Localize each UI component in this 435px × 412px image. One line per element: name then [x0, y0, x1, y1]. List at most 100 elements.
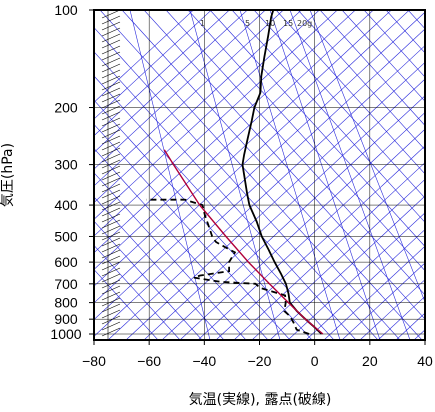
wind-barb: [101, 129, 121, 139]
wind-barb: [101, 51, 121, 61]
wind-barbs: [101, 9, 121, 340]
mixing-ratio-label: 20g: [297, 19, 312, 28]
wind-barb: [101, 87, 121, 97]
adiabat-line: [94, 10, 212, 120]
y-tick-label: 200: [54, 100, 78, 116]
adiabat-line: [197, 128, 425, 340]
adiabat-line: [94, 10, 356, 254]
adiabat-line: [305, 229, 425, 340]
moist-adiabat-line: [165, 10, 425, 296]
y-tick-label: 800: [54, 295, 78, 311]
mixing-ratio-line: [189, 10, 281, 340]
x-axis-title: 気温(実線), 露点(破線): [189, 392, 332, 408]
x-tick-label: 20: [362, 353, 378, 369]
wind-barb: [101, 81, 121, 91]
x-tick-label: −40: [192, 353, 216, 369]
adiabat-line: [161, 95, 425, 340]
wind-barb: [101, 183, 121, 193]
adiabat-line: [94, 10, 302, 203]
wind-barb: [101, 201, 121, 211]
mixing-ratio-label: 5: [245, 19, 250, 28]
wind-barb: [101, 309, 121, 319]
moist-adiabat-line: [297, 10, 425, 151]
y-tick-label: 100: [54, 2, 78, 18]
adiabat-line: [94, 11, 425, 320]
adiabat-line: [94, 28, 425, 337]
moist-adiabat-line: [94, 172, 247, 340]
wind-barb: [101, 303, 121, 313]
y-tick-label: 300: [54, 157, 78, 173]
mixing-ratio-line: [289, 10, 411, 340]
adiabat-line: [215, 145, 425, 340]
adiabat-line: [94, 10, 248, 153]
mixing-ratio-line: [309, 10, 425, 303]
wind-barb: [101, 291, 121, 301]
wind-barb: [101, 57, 121, 67]
wind-barb: [101, 39, 121, 49]
wind-barb: [101, 45, 121, 55]
wind-barb: [101, 243, 121, 253]
wind-barb: [101, 75, 121, 85]
moist-adiabat-line: [430, 10, 435, 340]
adiabat-line: [287, 212, 425, 340]
moist-adiabat-line: [231, 10, 425, 223]
adiabat-line: [251, 178, 425, 340]
adiabat-line: [94, 10, 320, 220]
wind-barb: [101, 147, 121, 157]
x-tick-label: −20: [248, 353, 272, 369]
wind-barb: [101, 195, 121, 205]
moist-adiabat-line: [341, 10, 425, 102]
x-tick-label: 0: [311, 353, 319, 369]
wind-barb: [101, 213, 121, 223]
wind-barb: [101, 15, 121, 25]
wind-barb: [101, 9, 121, 19]
y-tick-label: 1000: [50, 326, 81, 342]
wind-barb: [101, 279, 121, 289]
adiabat-line: [233, 162, 425, 340]
y-tick-label: 900: [54, 311, 78, 327]
adiabat-line: [143, 78, 425, 340]
mixing-ratio-line: [239, 10, 341, 340]
moist-adiabat-line: [94, 196, 225, 340]
adiabat-lines: [94, 10, 435, 340]
y-axis-title: 気圧(hPa): [0, 143, 16, 207]
x-tick-label: −80: [82, 353, 106, 369]
wind-barb: [101, 231, 121, 241]
x-tick-label: −60: [137, 353, 161, 369]
adiabat-line: [323, 245, 425, 340]
wind-barb: [101, 105, 121, 115]
y-tick-label: 700: [54, 276, 78, 292]
moist-adiabat-line: [99, 10, 401, 340]
wind-barb: [101, 321, 121, 331]
adiabat-line: [94, 10, 374, 270]
profile-series: [146, 10, 324, 335]
dewpoint-line: [146, 198, 310, 335]
mixing-ratio-label: 1: [200, 19, 205, 28]
mixing-ratio-line: [129, 10, 211, 340]
adiabat-line: [94, 10, 194, 103]
wind-barb: [101, 33, 121, 43]
wind-barb: [101, 159, 121, 169]
moist-adiabat-line: [94, 51, 357, 340]
wind-barb: [101, 153, 121, 163]
moist-adiabat-line: [121, 10, 423, 340]
temperature-line: [241, 10, 323, 335]
wind-barb: [101, 207, 121, 217]
moist-adiabat-line: [253, 10, 425, 199]
y-tick-label: 500: [54, 228, 78, 244]
wind-barb: [101, 27, 121, 37]
wind-barb: [101, 69, 121, 79]
adiabat-line: [341, 262, 425, 340]
wind-barb: [101, 315, 121, 325]
moist-adiabat-line: [363, 10, 425, 78]
moist-adiabat-line: [94, 99, 313, 340]
wind-barb: [101, 237, 121, 247]
wind-barb: [101, 141, 121, 151]
wind-barb: [101, 261, 121, 271]
wind-barb: [101, 165, 121, 175]
wind-barb: [101, 297, 121, 307]
wind-barb: [101, 99, 121, 109]
wind-barb: [101, 267, 121, 277]
moist-adiabat-line: [94, 148, 269, 340]
